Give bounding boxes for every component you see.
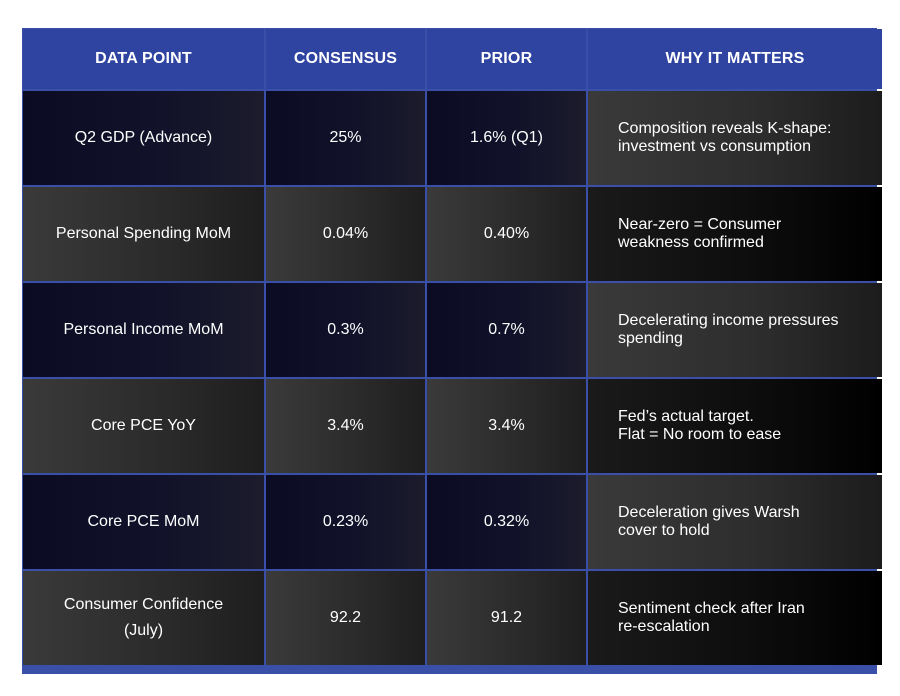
consensus-cell: 92.2	[266, 571, 425, 665]
why-line-2: Flat = No room to ease	[618, 426, 782, 443]
data-point-line-2: (July)	[123, 622, 164, 639]
header-data-point: DATA POINT	[23, 29, 264, 89]
consensus-cell: 0.3%	[266, 283, 425, 377]
data-point-line-1: Consumer Confidence	[63, 596, 224, 613]
why-line-2: investment vs consumption	[618, 138, 811, 155]
data-point-cell: Core PCE YoY	[23, 379, 264, 473]
why-cell: Deceleration gives Warsh cover to hold	[588, 475, 882, 569]
why-line-2: weakness confirmed	[618, 234, 764, 251]
why-line-1: Decelerating income pressures	[618, 312, 839, 329]
data-point-cell: Core PCE MoM	[23, 475, 264, 569]
consensus-cell: 25%	[266, 91, 425, 185]
data-point-cell: Personal Income MoM	[23, 283, 264, 377]
header-prior: PRIOR	[427, 29, 586, 89]
why-cell: Fed’s actual target. Flat = No room to ea…	[588, 379, 882, 473]
prior-cell: 3.4%	[427, 379, 586, 473]
data-point-cell: Personal Spending MoM	[23, 187, 264, 281]
header-consensus: CONSENSUS	[266, 29, 425, 89]
data-point-cell: Consumer Confidence (July)	[23, 571, 264, 665]
prior-cell: 0.7%	[427, 283, 586, 377]
why-line-1: Composition reveals K-shape:	[618, 120, 832, 137]
why-line-1: Fed’s actual target.	[618, 408, 754, 425]
prior-cell: 91.2	[427, 571, 586, 665]
why-line-2: cover to hold	[618, 522, 710, 539]
why-line-2: re-escalation	[618, 618, 710, 635]
why-line-1: Deceleration gives Warsh	[618, 504, 800, 521]
header-why-it-matters: WHY IT MATTERS	[588, 29, 882, 89]
consensus-cell: 0.23%	[266, 475, 425, 569]
prior-cell: 1.6% (Q1)	[427, 91, 586, 185]
consensus-cell: 0.04%	[266, 187, 425, 281]
data-point-cell: Q2 GDP (Advance)	[23, 91, 264, 185]
data-table: DATA POINT CONSENSUS PRIOR WHY IT MATTER…	[22, 28, 882, 674]
consensus-cell: 3.4%	[266, 379, 425, 473]
why-cell: Sentiment check after Iran re-escalation	[588, 571, 882, 665]
prior-cell: 0.32%	[427, 475, 586, 569]
why-cell: Composition reveals K-shape: investment v…	[588, 91, 882, 185]
why-cell: Decelerating income pressures spending	[588, 283, 882, 377]
prior-cell: 0.40%	[427, 187, 586, 281]
why-line-1: Sentiment check after Iran	[618, 600, 805, 617]
why-cell: Near-zero = Consumer weakness confirmed	[588, 187, 882, 281]
why-line-2: spending	[618, 330, 683, 347]
why-line-1: Near-zero = Consumer	[618, 216, 782, 233]
